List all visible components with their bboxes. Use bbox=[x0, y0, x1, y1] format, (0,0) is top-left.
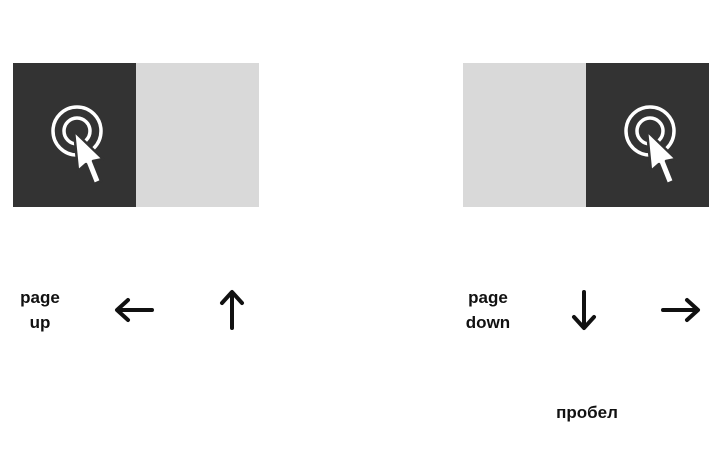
space-key-label: пробел bbox=[556, 403, 618, 422]
page-down-key-label: page down bbox=[455, 285, 521, 335]
arrow-down-icon bbox=[572, 290, 596, 330]
page-up-key-label: page up bbox=[10, 285, 70, 335]
arrow-left-icon bbox=[115, 298, 154, 322]
arrow-right-icon bbox=[661, 298, 700, 322]
page-down-label-line2: down bbox=[465, 313, 511, 332]
right-panel-inactive-zone[interactable] bbox=[463, 63, 586, 207]
page-up-label-line2: up bbox=[29, 313, 51, 332]
left-navigation-panel bbox=[13, 63, 259, 207]
right-panel-active-zone[interactable] bbox=[586, 63, 709, 207]
right-navigation-panel bbox=[463, 63, 709, 207]
left-panel-inactive-zone[interactable] bbox=[136, 63, 259, 207]
arrow-up-icon bbox=[220, 290, 244, 330]
click-target-cursor-icon bbox=[624, 105, 678, 183]
page-up-label-line1: page bbox=[20, 288, 60, 307]
page-down-label-line1: page bbox=[468, 288, 508, 307]
left-panel-active-zone[interactable] bbox=[13, 63, 136, 207]
click-target-cursor-icon bbox=[51, 105, 105, 183]
